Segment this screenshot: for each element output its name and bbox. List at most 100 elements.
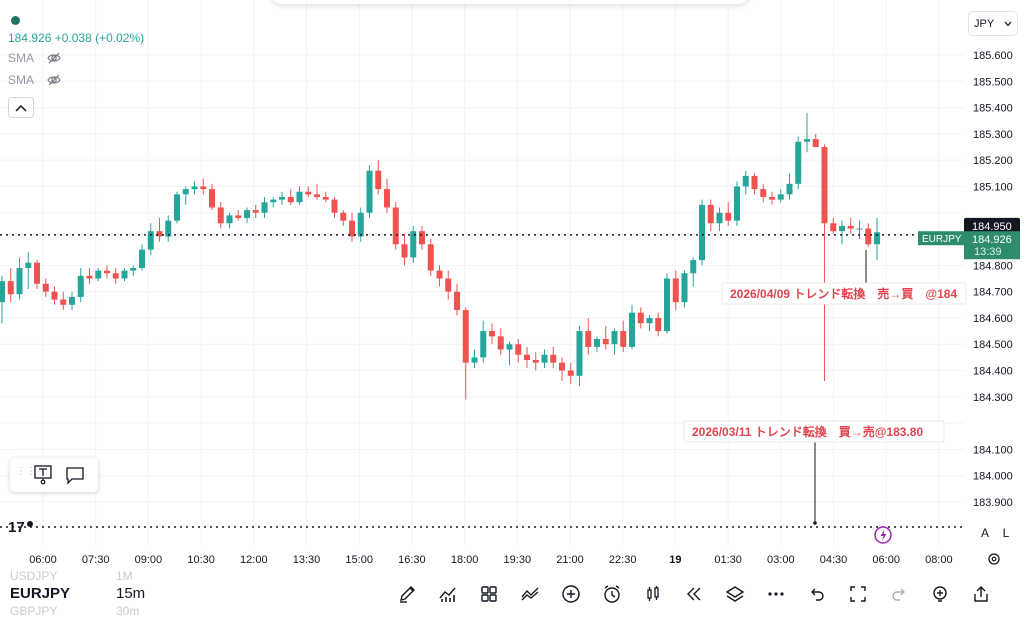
candle-style-icon[interactable] <box>632 580 673 608</box>
price-tick-label: 184.400 <box>973 366 1013 378</box>
more-icon[interactable] <box>755 580 796 608</box>
time-tick-label: 03:00 <box>767 554 795 566</box>
chart-legend: 184.926 +0.038 (+0.02%) SMA SMA <box>8 12 144 91</box>
time-tick-label: 10:30 <box>187 554 215 566</box>
templates-icon[interactable] <box>468 580 509 608</box>
price-scale[interactable]: 185.600 185.500 185.400 185.300 185.200 185.1… <box>918 50 1020 509</box>
annotation-text: 2026/03/11 トレンド転換 買→売@183.80 <box>692 424 923 439</box>
candle-body <box>751 175 758 190</box>
legend-price-change: 184.926 +0.038 (+0.02%) <box>8 31 145 45</box>
candle-body <box>209 189 215 208</box>
candle-body <box>322 196 329 200</box>
candle-body <box>139 249 145 268</box>
candle-body <box>524 354 530 361</box>
tradingview-logo: 17 <box>8 519 33 536</box>
price-tick-label: 185.300 <box>973 129 1013 141</box>
indicator-sma-2[interactable]: SMA <box>8 69 144 91</box>
candle-body <box>112 273 119 279</box>
candle-body <box>147 231 154 250</box>
replay-icon[interactable] <box>673 580 714 608</box>
candle-body <box>244 210 250 219</box>
candle-body <box>646 317 653 324</box>
candle-body <box>567 370 574 376</box>
candle-body <box>69 296 75 305</box>
share-icon[interactable] <box>960 580 1001 608</box>
candle-body <box>42 283 49 292</box>
candle-body <box>576 331 583 376</box>
price-chart[interactable]: 185.600 185.500 185.400 185.300 185.200 185.1… <box>0 0 1024 572</box>
time-axis[interactable]: 06:00 07:30 09:00 10:30 12:00 13:30 15:00 16:30… <box>29 554 952 566</box>
candle-body <box>182 189 189 195</box>
add-icon[interactable] <box>550 580 591 608</box>
annotation-labels[interactable]: 2026/04/09 トレンド転換 売→買 @184 2026/03/11 トレン… <box>683 282 967 443</box>
candle-body <box>384 189 390 208</box>
log-scale-button[interactable]: L <box>1002 526 1010 540</box>
layers-icon[interactable] <box>714 580 755 608</box>
candle-body <box>681 273 688 303</box>
price-tick-label: 185.500 <box>973 76 1013 88</box>
candle-body <box>707 204 714 224</box>
candle-body <box>777 194 784 200</box>
candle-body <box>436 270 443 279</box>
indicators-icon[interactable] <box>427 580 468 608</box>
annotation-connectors <box>813 250 867 525</box>
pen-icon[interactable] <box>386 580 427 608</box>
time-tick-label: 16:30 <box>398 554 426 566</box>
candle-body <box>279 196 285 200</box>
candle-body <box>261 202 268 213</box>
svg-text:17: 17 <box>8 519 25 536</box>
redo-icon[interactable] <box>878 580 919 608</box>
settings-gear-icon[interactable] <box>988 553 1000 565</box>
callout-tool-icon[interactable] <box>60 460 90 490</box>
candle-body <box>121 270 128 279</box>
symbol-interval: 15m <box>116 585 146 602</box>
candle-body <box>672 278 679 303</box>
candle-body <box>287 196 294 203</box>
add-alert-icon[interactable] <box>919 580 960 608</box>
eye-off-icon[interactable] <box>46 50 62 66</box>
candle-body <box>532 360 539 363</box>
currency-label: JPY <box>974 17 995 30</box>
candle-body <box>104 270 110 274</box>
time-tick-label: 04:30 <box>820 554 848 566</box>
price-tick-label: 184.100 <box>973 444 1013 456</box>
annotation-anchor <box>813 521 817 525</box>
current-price-label: 184.926 <box>972 234 1012 246</box>
eye-off-icon[interactable] <box>46 72 62 88</box>
undo-icon[interactable] <box>796 580 837 608</box>
price-tick-label: 185.100 <box>973 181 1013 193</box>
alert-clock-icon[interactable] <box>591 580 632 608</box>
candle-body <box>480 331 487 358</box>
price-tick-label: 185.200 <box>973 155 1013 167</box>
fullscreen-icon[interactable] <box>837 580 878 608</box>
candle-body <box>454 291 460 311</box>
candle-body <box>340 212 347 221</box>
lightning-icon[interactable] <box>874 526 892 544</box>
price-tick-label: 184.800 <box>973 260 1013 272</box>
symbol-tag <box>918 231 964 246</box>
currency-selector[interactable]: JPY <box>968 11 1018 36</box>
legend-collapse-button[interactable] <box>8 97 34 118</box>
auto-scale-button[interactable]: A <box>980 526 989 540</box>
candle-body <box>550 354 557 363</box>
candle-body <box>419 231 425 245</box>
candle-body <box>156 231 163 237</box>
candle-body <box>130 267 137 271</box>
candle-body <box>847 225 854 229</box>
floating-drawing-toolbar[interactable]: ⋮⋮ <box>10 458 98 492</box>
chevron-up-icon <box>15 104 27 112</box>
text-tool-icon[interactable] <box>28 460 58 490</box>
symbol-tag-label: EURJPY <box>922 234 962 245</box>
ref-price-badge <box>964 217 1020 234</box>
market-status-dot <box>11 15 20 25</box>
candle-body <box>357 212 364 237</box>
indicator-sma-1[interactable]: SMA <box>8 47 144 69</box>
candle-body <box>690 260 697 274</box>
candle-body <box>611 331 618 345</box>
candle-body <box>716 212 723 224</box>
drag-handle[interactable]: ⋮⋮ <box>16 466 36 477</box>
candle-body <box>410 231 417 258</box>
compare-icon[interactable] <box>509 580 550 608</box>
candle-body <box>725 212 732 221</box>
time-tick-label: 21:00 <box>556 554 584 566</box>
